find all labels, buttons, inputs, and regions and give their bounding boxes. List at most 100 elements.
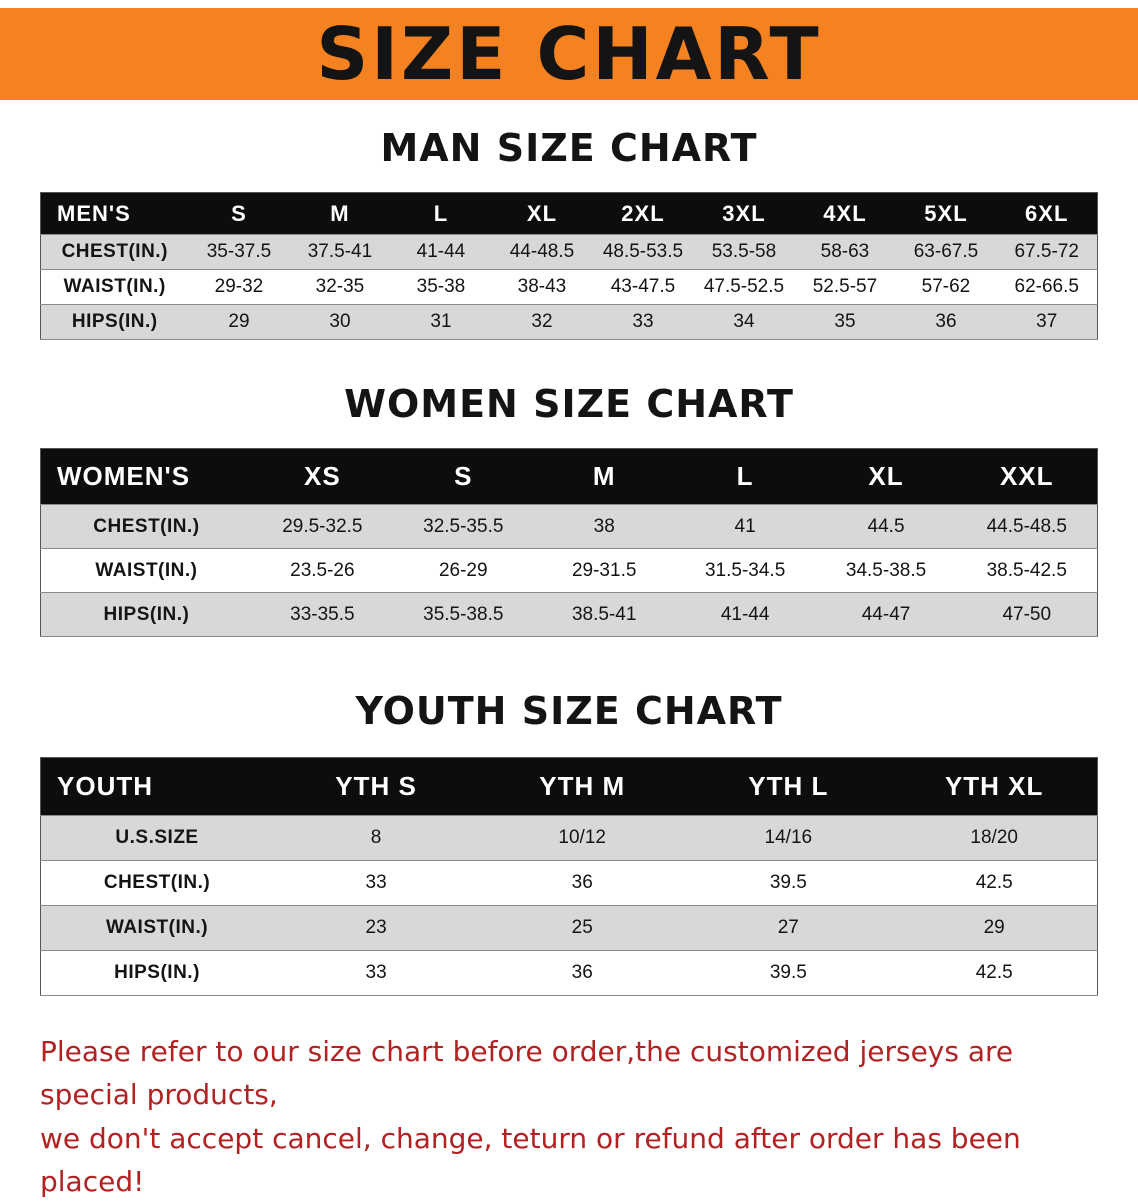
table-header-row: WOMEN'S XS S M L XL XXL: [40, 448, 1098, 505]
table-row: CHEST(IN.) 33 36 39.5 42.5: [40, 860, 1098, 906]
size-column-header: S: [188, 192, 290, 235]
size-value-cell: 35: [834, 311, 856, 332]
size-column-header: XL: [815, 448, 957, 505]
row-label: WAIST(IN.): [105, 917, 209, 938]
row-label: CHEST(IN.): [93, 515, 200, 537]
table-corner-label: MEN'S: [40, 192, 189, 235]
size-value-cell: 33: [365, 872, 387, 893]
size-value-cell: 37: [1036, 311, 1058, 332]
size-value-cell: 33: [365, 962, 387, 983]
size-value-cell: 36: [571, 872, 593, 893]
youth-section-title: YOUTH SIZE CHART: [355, 689, 783, 733]
size-column-header: YTH S: [273, 757, 480, 816]
size-value-cell: 41-44: [416, 241, 466, 262]
row-label: HIPS(IN.): [71, 311, 158, 332]
size-value-cell: 38: [593, 515, 615, 537]
footer-note: Please refer to our size chart before or…: [0, 1030, 1138, 1204]
women-section-title: WOMEN SIZE CHART: [344, 382, 794, 426]
table-row: WAIST(IN.) 23 25 27 29: [40, 905, 1098, 951]
size-column-header: XXL: [956, 448, 1098, 505]
page-title: SIZE CHART: [316, 12, 822, 96]
size-column-header: 4XL: [794, 192, 896, 235]
table-header-row: YOUTH YTH S YTH M YTH L YTH XL: [40, 757, 1098, 816]
size-value-cell: 31.5-34.5: [704, 559, 786, 581]
size-value-cell: 29: [983, 917, 1005, 938]
size-value-cell: 29-31.5: [571, 559, 637, 581]
size-value-cell: 41-44: [720, 603, 770, 625]
size-value-cell: 29.5-32.5: [282, 515, 363, 537]
youth-size-table: YOUTH YTH S YTH M YTH L YTH XL U.S.SIZE 8 10/12…: [40, 757, 1098, 996]
size-value-cell: 29-32: [214, 276, 264, 297]
table-row: CHEST(IN.) 29.5-32.5 32.5-35.5 38 41 44.5 44.5…: [40, 504, 1098, 549]
size-value-cell: 32-35: [315, 276, 365, 297]
size-value-cell: 53.5-58: [711, 241, 777, 262]
size-value-cell: 32.5-35.5: [423, 515, 504, 537]
size-column-header: 2XL: [592, 192, 694, 235]
size-value-cell: 34: [733, 311, 755, 332]
size-column-header: M: [289, 192, 391, 235]
size-value-cell: 30: [329, 311, 351, 332]
size-value-cell: 42.5: [975, 872, 1013, 893]
table-row: HIPS(IN.) 33 36 39.5 42.5: [40, 950, 1098, 996]
size-value-cell: 62-66.5: [1014, 276, 1079, 297]
size-value-cell: 29: [228, 311, 250, 332]
row-label: U.S.SIZE: [115, 827, 199, 848]
size-chart-page: SIZE CHART MAN SIZE CHART MEN'S S M L XL 2XL 3…: [0, 8, 1138, 1204]
size-column-header: L: [390, 192, 492, 235]
size-column-header: YTH L: [685, 757, 892, 816]
size-value-cell: 23: [365, 917, 387, 938]
banner: SIZE CHART: [0, 8, 1138, 100]
size-value-cell: 35-37.5: [206, 241, 272, 262]
size-value-cell: 35.5-38.5: [423, 603, 504, 625]
size-column-header: 6XL: [996, 192, 1098, 235]
size-column-header: XS: [251, 448, 393, 505]
size-column-header: XL: [491, 192, 593, 235]
size-value-cell: 33-35.5: [290, 603, 355, 625]
size-value-cell: 33: [632, 311, 654, 332]
size-value-cell: 38.5-42.5: [986, 559, 1067, 581]
size-column-header: M: [533, 448, 675, 505]
size-value-cell: 31: [430, 311, 452, 332]
size-column-header: L: [674, 448, 816, 505]
size-value-cell: 14/16: [764, 827, 813, 848]
size-value-cell: 48.5-53.5: [602, 241, 684, 262]
footer-line-2: we don't accept cancel, change, teturn o…: [40, 1121, 1021, 1199]
size-value-cell: 44.5-48.5: [986, 515, 1067, 537]
footer-line-1: Please refer to our size chart before or…: [40, 1035, 1014, 1112]
men-size-table: MEN'S S M L XL 2XL 3XL 4XL 5XL 6XL CHEST(IN.) 35-37…: [40, 192, 1098, 340]
size-value-cell: 39.5: [769, 962, 807, 983]
table-row: HIPS(IN.) 33-35.5 35.5-38.5 38.5-41 41-44 44-…: [40, 592, 1098, 637]
size-value-cell: 58-63: [820, 241, 870, 262]
row-label: WAIST(IN.): [63, 276, 166, 297]
women-size-table: WOMEN'S XS S M L XL XXL CHEST(IN.) 29.5-32.5 32.5…: [40, 448, 1098, 637]
size-value-cell: 44-47: [861, 603, 911, 625]
row-label: WAIST(IN.): [95, 559, 198, 581]
size-column-header: YTH XL: [891, 757, 1098, 816]
size-value-cell: 26-29: [438, 559, 488, 581]
size-column-header: 5XL: [895, 192, 997, 235]
table-row: U.S.SIZE 8 10/12 14/16 18/20: [40, 815, 1098, 861]
size-value-cell: 34.5-38.5: [845, 559, 927, 581]
size-value-cell: 35-38: [416, 276, 466, 297]
size-value-cell: 8: [370, 827, 382, 848]
size-value-cell: 44.5: [867, 515, 905, 537]
row-label: CHEST(IN.): [103, 872, 211, 893]
size-value-cell: 47-50: [1002, 603, 1052, 625]
table-row: HIPS(IN.) 29 30 31 32 33 34 35 36 37: [40, 304, 1098, 340]
size-column-header: YTH M: [479, 757, 686, 816]
size-value-cell: 63-67.5: [913, 241, 979, 262]
size-value-cell: 36: [571, 962, 593, 983]
size-value-cell: 42.5: [975, 962, 1013, 983]
size-value-cell: 25: [571, 917, 593, 938]
table-row: CHEST(IN.) 35-37.5 37.5-41 41-44 44-48.5 48.5…: [40, 234, 1098, 270]
size-value-cell: 36: [935, 311, 957, 332]
table-corner-label: YOUTH: [40, 757, 274, 816]
size-value-cell: 52.5-57: [812, 276, 878, 297]
size-value-cell: 47.5-52.5: [703, 276, 785, 297]
row-label: HIPS(IN.): [114, 962, 200, 983]
table-row: WAIST(IN.) 29-32 32-35 35-38 38-43 43-47.5 47.…: [40, 269, 1098, 305]
size-value-cell: 44-48.5: [509, 241, 575, 262]
size-value-cell: 39.5: [769, 872, 807, 893]
row-label: HIPS(IN.): [103, 603, 190, 625]
table-row: WAIST(IN.) 23.5-26 26-29 29-31.5 31.5-34.5 34…: [40, 548, 1098, 593]
